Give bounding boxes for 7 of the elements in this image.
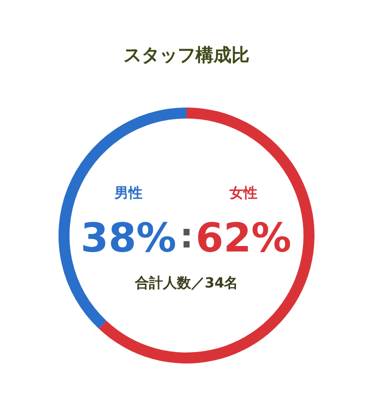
data-label: 62% xyxy=(196,216,292,262)
slice-label: 女性 xyxy=(228,186,258,202)
text: : xyxy=(180,216,194,256)
slice-label: 男性 xyxy=(114,186,142,202)
text: 合計人数／34名 xyxy=(134,276,238,292)
chart-title: スタッフ構成比 xyxy=(124,45,250,66)
data-label: 38% xyxy=(80,216,176,262)
